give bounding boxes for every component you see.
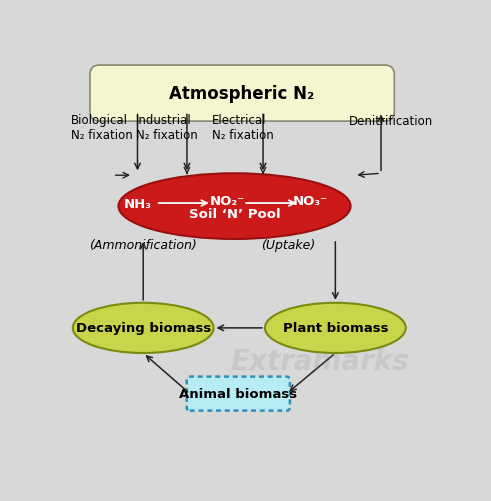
Text: Denitrification: Denitrification <box>349 115 433 128</box>
Ellipse shape <box>73 303 214 353</box>
FancyBboxPatch shape <box>90 66 394 122</box>
Text: Atmospheric N₂: Atmospheric N₂ <box>169 85 315 103</box>
Text: Extramarks: Extramarks <box>231 347 409 375</box>
Text: Animal biomass: Animal biomass <box>179 387 298 400</box>
FancyBboxPatch shape <box>187 377 290 411</box>
Text: (Ammonification): (Ammonification) <box>89 239 197 252</box>
Text: NH₃: NH₃ <box>123 197 152 210</box>
Text: NO₂⁻: NO₂⁻ <box>209 194 245 207</box>
Text: NO₃⁻: NO₃⁻ <box>293 194 328 207</box>
Text: Decaying biomass: Decaying biomass <box>76 322 211 335</box>
Ellipse shape <box>265 303 406 353</box>
Text: Electrical
N₂ fixation: Electrical N₂ fixation <box>212 114 273 142</box>
Text: Plant biomass: Plant biomass <box>283 322 388 335</box>
Text: Industrial
N₂ fixation: Industrial N₂ fixation <box>136 114 197 142</box>
Ellipse shape <box>118 174 351 239</box>
Text: Biological
N₂ fixation: Biological N₂ fixation <box>71 114 133 142</box>
Text: Soil ‘N’ Pool: Soil ‘N’ Pool <box>189 208 280 221</box>
Text: (Uptake): (Uptake) <box>261 239 315 252</box>
